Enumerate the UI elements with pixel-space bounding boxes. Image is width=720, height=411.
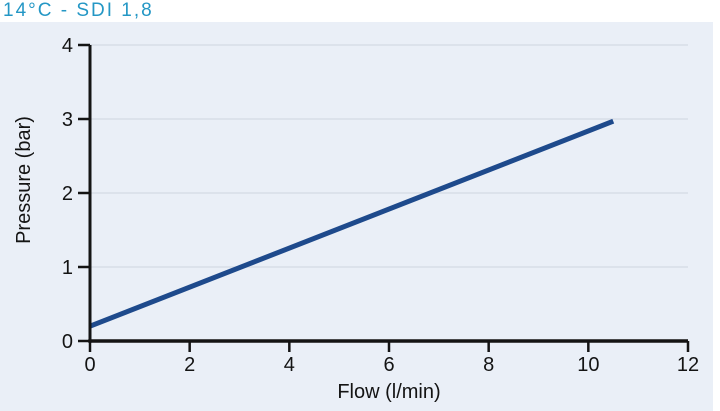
chart-panel: 0 2 4 6 8 10 12 0 1 2 3 4 Flow (l/min) Pressure (bar): [0, 22, 713, 411]
x-tick-label: 4: [284, 354, 295, 376]
x-tick-label: 12: [677, 354, 699, 376]
chart-title: 14°C - SDI 1,8: [3, 0, 154, 21]
y-tick-label: 1: [62, 257, 73, 279]
x-tick-label: 2: [184, 354, 195, 376]
y-tick-label: 0: [62, 331, 73, 353]
series-line: [89, 118, 615, 329]
x-tick-label: 10: [577, 354, 599, 376]
y-tick-label: 2: [62, 183, 73, 205]
y-tick-label: 4: [62, 35, 73, 57]
x-tick-label: 0: [84, 354, 95, 376]
x-axis-label: Flow (l/min): [337, 381, 440, 403]
x-tick-label: 6: [383, 354, 394, 376]
y-axis-label: Pressure (bar): [13, 116, 35, 244]
y-tick-label: 3: [62, 109, 73, 131]
x-tick-label: 8: [483, 354, 494, 376]
